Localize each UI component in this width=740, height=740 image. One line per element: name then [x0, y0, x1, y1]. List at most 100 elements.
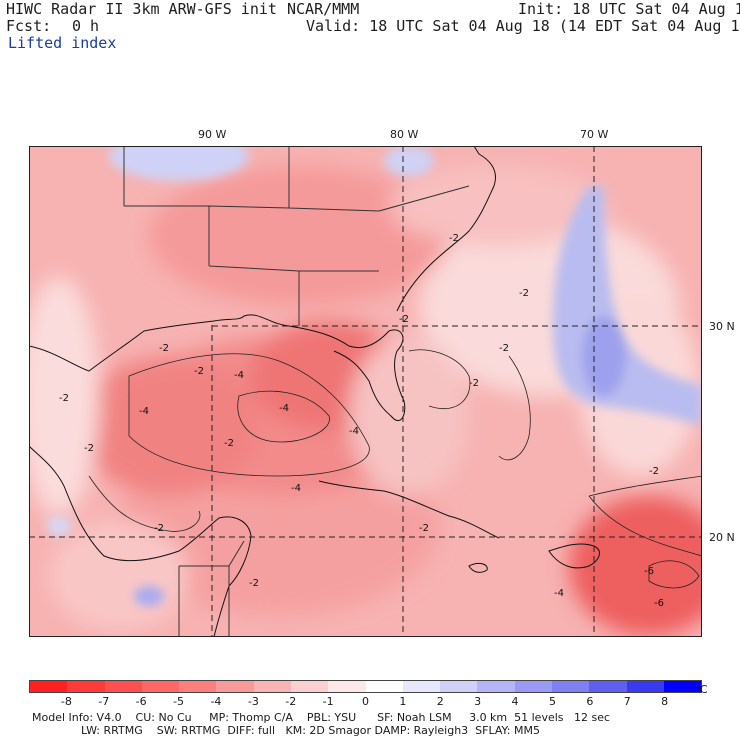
- contour-label: -4: [291, 483, 301, 494]
- contour-label: -6: [654, 598, 664, 609]
- field-name: Lifted index: [8, 34, 117, 52]
- blue-region: [384, 146, 434, 176]
- model-info-line-2: LW: RRTMG SW: RRTMG DIFF: full KM: 2D Sm…: [32, 724, 540, 737]
- contour-label: -2: [84, 443, 94, 454]
- colorbar-swatch: [626, 681, 664, 692]
- lifted-index-map: -2 -4 -6 -2 -2 -2 -4 -4 -4 -2 -2 -4 -6 -…: [29, 146, 702, 637]
- contour-line: [88, 475, 201, 532]
- org-label: NCAR/MMM: [287, 0, 360, 18]
- colorbar-tick-label: -4: [210, 695, 222, 708]
- longitude-label-80w: 80 W: [390, 128, 419, 141]
- atlantic-coast: [396, 146, 496, 312]
- colorbar-tick-label: -2: [285, 695, 297, 708]
- colorbar-labels: -8 -7 -6 -5 -4 -3 -2 -1 0 1 2 3 4 5 6 7 8 °C: [29, 683, 729, 709]
- contour-label: -2: [419, 523, 429, 534]
- colorbar-swatch: [216, 681, 254, 692]
- colorbar-swatch: [551, 681, 590, 692]
- contour-label: -2: [159, 343, 169, 354]
- colorbar-tick-label: 1: [399, 695, 407, 708]
- shade-region: [29, 276, 99, 516]
- contours: [88, 349, 702, 589]
- colorbar-tick-label: -6: [135, 695, 147, 708]
- colorbar-swatch: [365, 681, 403, 692]
- colorbar: [29, 680, 702, 693]
- contour-line: [128, 353, 370, 477]
- contour-label: -2: [154, 523, 164, 534]
- colorbar-swatch: [589, 681, 627, 692]
- valid-time: Valid: 18 UTC Sat 04 Aug 18 (14 EDT Sat …: [306, 17, 740, 35]
- colorbar-tick-label: 8: [661, 695, 669, 708]
- colorbar-tick-label: 6: [586, 695, 594, 708]
- contour-label: -2: [519, 288, 529, 299]
- map-canvas: -2 -4 -6 -2 -2 -2 -4 -4 -4 -2 -2 -4 -6 -…: [29, 146, 702, 637]
- colorbar-tick-label: -5: [173, 695, 185, 708]
- contour-line: [498, 355, 531, 461]
- state-borders: [123, 146, 470, 326]
- model-info-line-1: Model Info: V4.0 CU: No Cu MP: Thomp C/A…: [32, 711, 611, 724]
- colorbar-tick-label: -8: [60, 695, 72, 708]
- colorbar-tick-label: 2: [436, 695, 444, 708]
- colorbar-tick-label: 4: [511, 695, 519, 708]
- colorbar-swatch: [328, 681, 366, 692]
- colorbar-tick-label: 3: [474, 695, 482, 708]
- contour-label: -2: [194, 366, 204, 377]
- contour-line: [648, 560, 700, 589]
- colorbar-swatch: [179, 681, 217, 692]
- latitude-label-20n: 20 N: [709, 531, 735, 544]
- contour-label: -2: [249, 578, 259, 589]
- blue-region: [134, 586, 164, 606]
- colorbar-swatch: [290, 681, 329, 692]
- contour-label: -4: [234, 370, 244, 381]
- shade-region: [349, 336, 469, 496]
- graticule: [29, 146, 702, 637]
- colorbar-tick-label: 0: [362, 695, 369, 708]
- colorbar-swatch: [141, 681, 180, 692]
- shade-region: [389, 166, 609, 246]
- model-title: HIWC Radar II 3km ARW-GFS init: [6, 0, 277, 18]
- contour-line: [408, 349, 471, 409]
- mexico-coast: [29, 445, 252, 637]
- forecast-hour: 0 h: [72, 17, 100, 35]
- gulf-coast: [29, 314, 406, 422]
- longitude-label-90w: 90 W: [198, 128, 227, 141]
- contour-label: -4: [139, 406, 149, 417]
- colorbar-swatch: [440, 681, 478, 692]
- blue-region: [582, 316, 626, 396]
- contour-label: -4: [349, 426, 359, 437]
- country-borders: [178, 540, 245, 637]
- coastlines: [29, 146, 600, 637]
- jamaica-coast: [468, 562, 488, 573]
- blue-region: [109, 146, 249, 181]
- contour-label: -4: [554, 588, 564, 599]
- colorbar-swatch: [104, 681, 142, 692]
- colorbar-swatch: [402, 681, 441, 692]
- init-time: Init: 18 UTC Sat 04 Aug 18: [518, 0, 740, 18]
- colorbar-tick-label: -3: [247, 695, 259, 708]
- shade-region: [569, 496, 702, 636]
- contour-label: -4: [279, 403, 289, 414]
- contour-line: [588, 475, 702, 557]
- contour-label: -2: [59, 393, 69, 404]
- colorbar-swatch: [477, 681, 515, 692]
- contour-label: -6: [644, 566, 654, 577]
- colorbar-swatch: [514, 681, 552, 692]
- shading-fields: [29, 166, 702, 636]
- forecast-label: Fcst:: [6, 17, 52, 35]
- longitude-label-70w: 70 W: [580, 128, 609, 141]
- contour-label: -2: [649, 466, 659, 477]
- colorbar-swatch: [30, 681, 68, 692]
- contour-label: -2: [499, 343, 509, 354]
- contour-label: -2: [399, 314, 409, 325]
- colorbar-swatch: [67, 681, 105, 692]
- contour-label: -2: [224, 438, 234, 449]
- contour-labels: -2 -4 -6 -2 -2 -2 -4 -4 -4 -2 -2 -4 -6 -…: [59, 233, 664, 609]
- shade-region: [79, 356, 259, 496]
- cuba-coast: [318, 480, 500, 539]
- contour-label: -2: [469, 378, 479, 389]
- colorbar-tick-label: 7: [623, 695, 631, 708]
- colorbar-tick-label: 5: [548, 695, 556, 708]
- blue-region: [47, 516, 71, 536]
- colorbar-unit: °C: [694, 683, 708, 696]
- colorbar-swatch: [253, 681, 291, 692]
- map-frame: [29, 146, 702, 637]
